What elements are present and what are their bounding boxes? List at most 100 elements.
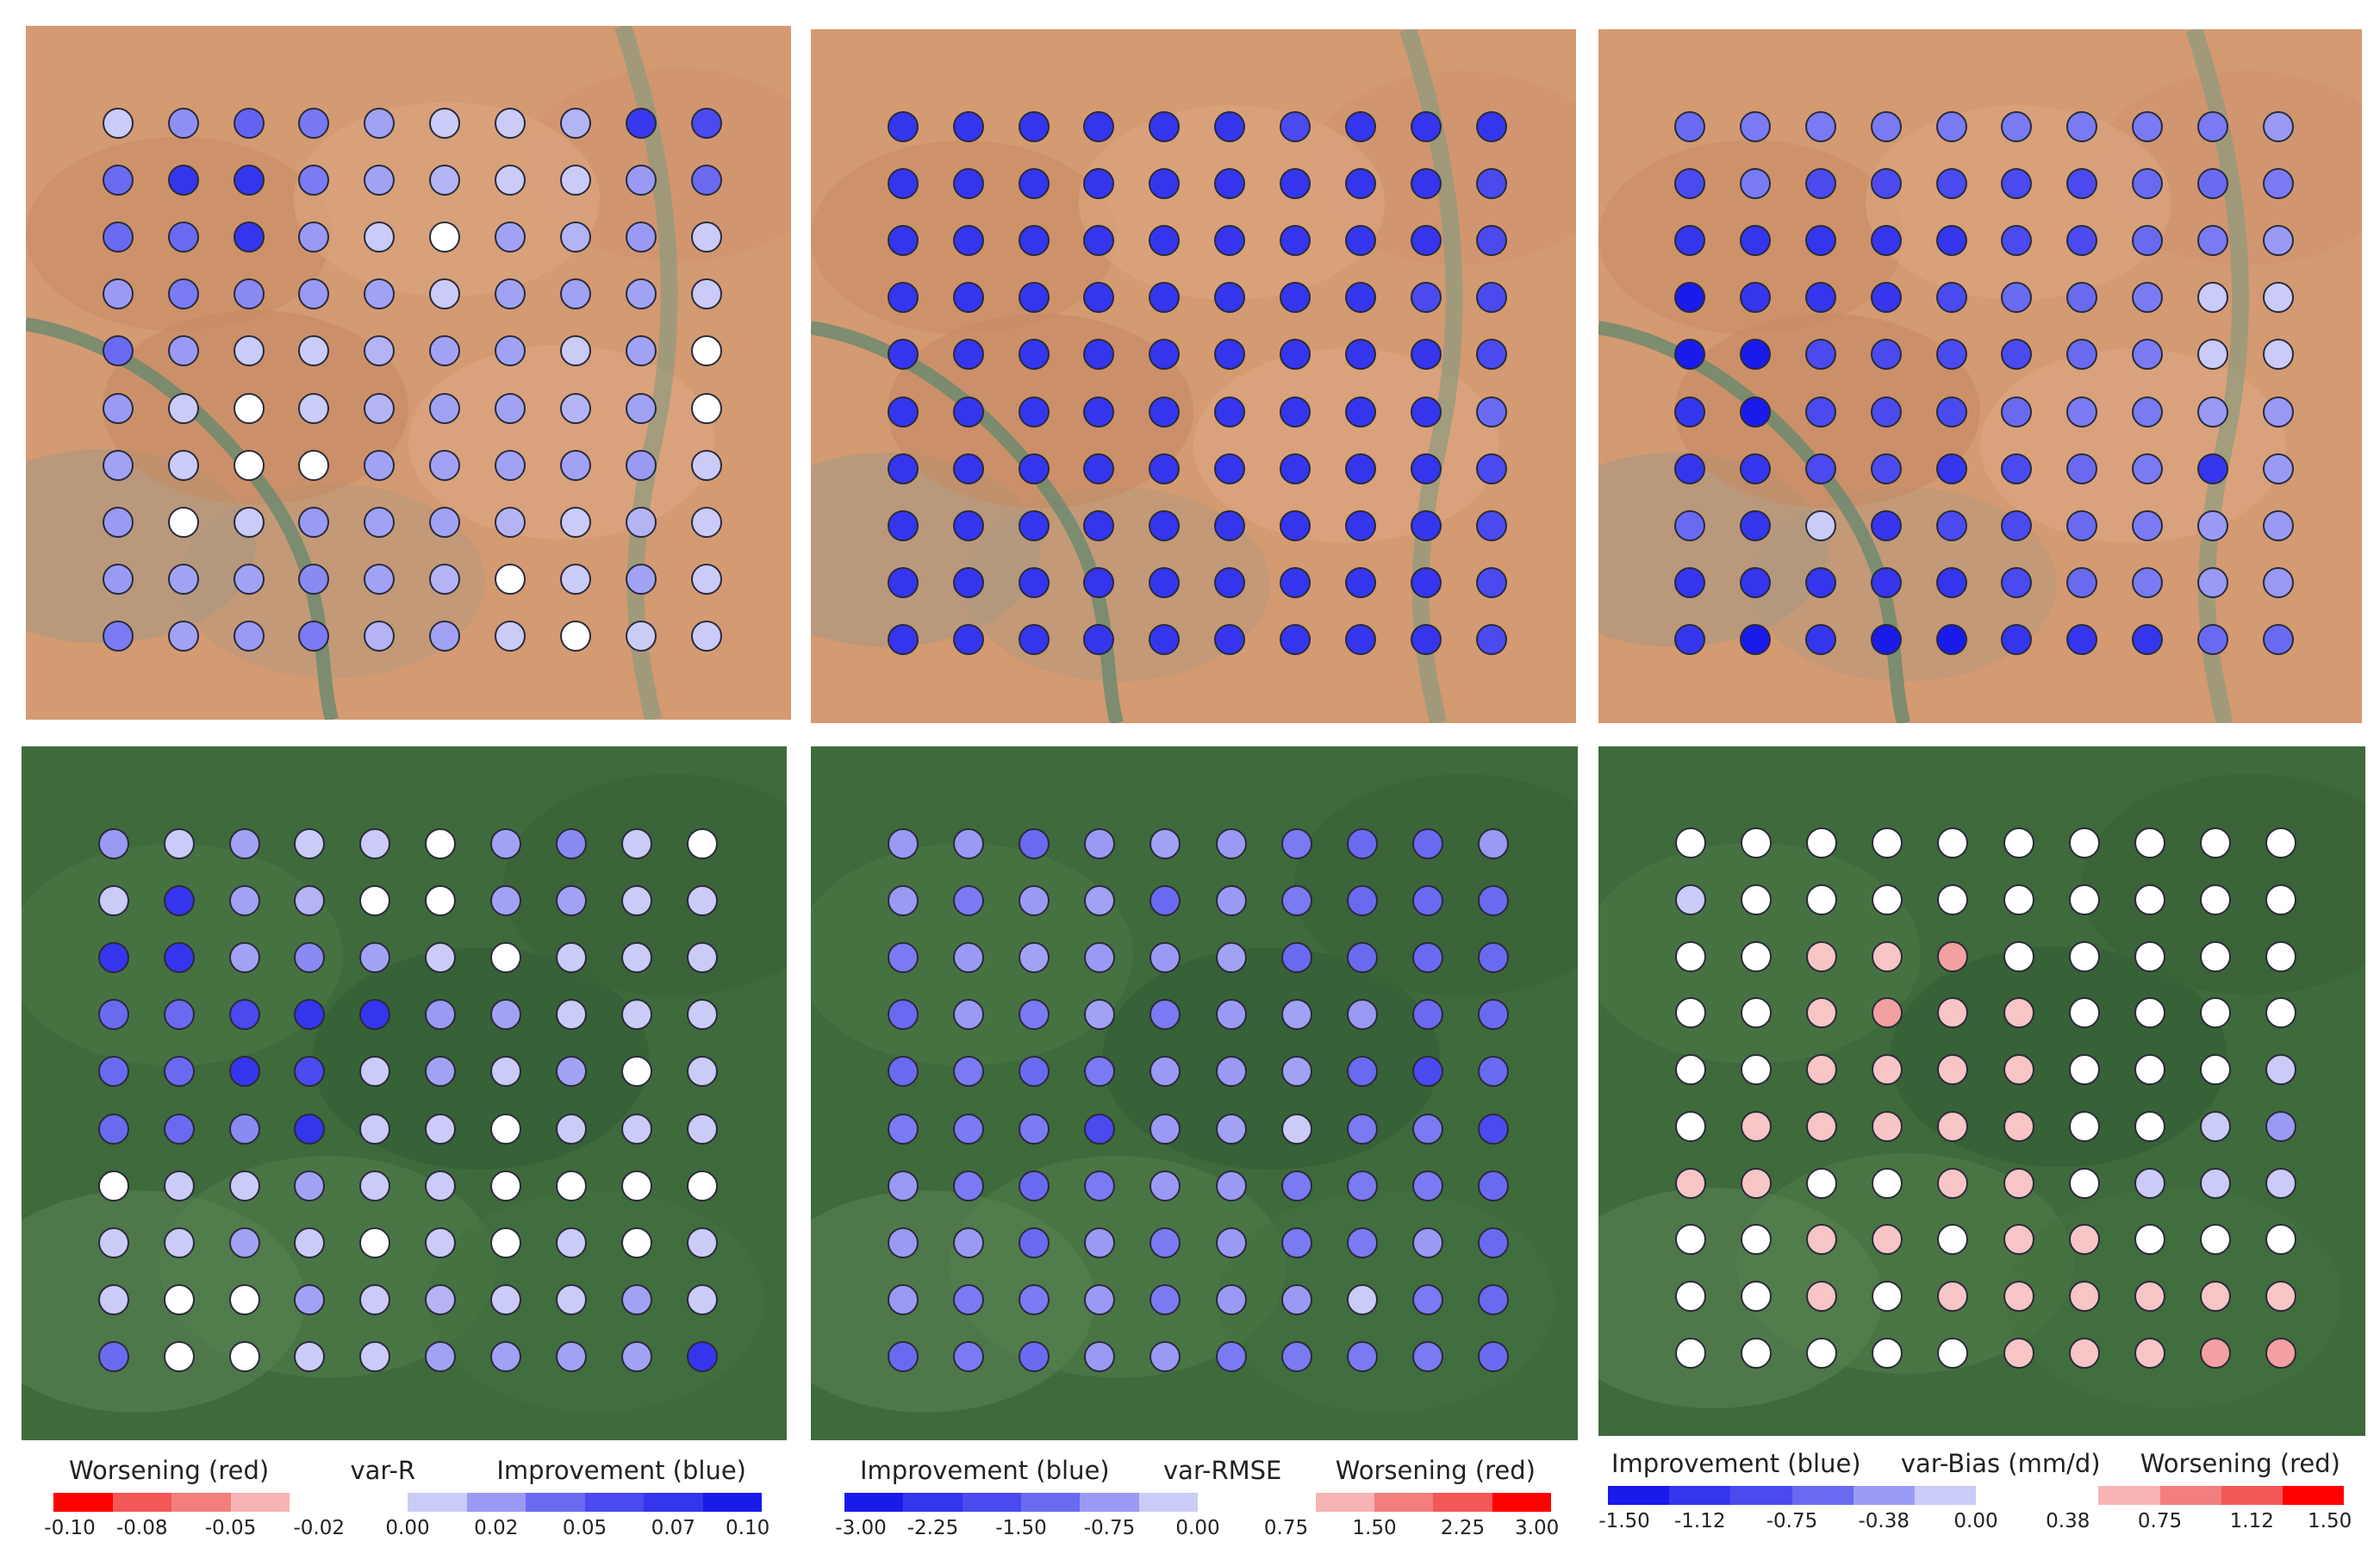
station-dot <box>556 884 588 916</box>
colorbar-tick-label: 0.05 <box>562 1517 607 1539</box>
station-dot <box>1346 1113 1378 1145</box>
station-dot <box>97 827 129 859</box>
station-dot <box>2199 1167 2231 1199</box>
station-dot <box>887 1341 919 1373</box>
station-dot <box>1345 624 1377 656</box>
station-dot <box>2134 1224 2165 1256</box>
station-dot <box>1478 1284 1510 1316</box>
station-dot <box>298 564 330 596</box>
station-dot <box>1018 396 1050 428</box>
station-dot <box>233 449 265 481</box>
station-dot <box>1018 225 1050 257</box>
colorbar-segment <box>1197 1493 1257 1512</box>
station-dot <box>1935 282 1967 314</box>
station-dot <box>364 392 396 424</box>
station-dot <box>1280 1113 1312 1145</box>
station-dot <box>1674 452 1706 484</box>
station-dot <box>1935 452 1967 484</box>
station-dot <box>1346 1341 1378 1373</box>
station-dot <box>1740 1281 1772 1313</box>
station-dot <box>429 621 461 652</box>
station-dot <box>1018 567 1050 599</box>
station-dot <box>2134 1281 2165 1313</box>
station-dot <box>887 282 919 314</box>
colorbar-segment <box>408 1493 467 1512</box>
station-dot <box>1674 225 1706 257</box>
station-dot <box>1674 396 1706 428</box>
station-dot <box>1149 452 1181 484</box>
station-dot <box>1411 110 1442 142</box>
station-dot <box>1215 827 1247 859</box>
station-dot <box>1280 567 1311 599</box>
station-dot <box>2001 225 2033 257</box>
station-dot <box>2262 567 2294 599</box>
station-dot <box>952 225 984 257</box>
station-dot <box>887 827 919 859</box>
colorbar-segment <box>2037 1486 2099 1505</box>
station-dot <box>1411 396 1442 428</box>
station-dot <box>1280 827 1312 859</box>
station-dot <box>1804 396 1836 428</box>
colorbar-variable-label: var-RMSE <box>1163 1456 1282 1485</box>
station-dot <box>425 884 457 916</box>
station-dot <box>429 564 461 596</box>
station-dot <box>887 225 919 257</box>
station-dot <box>1937 997 1969 1029</box>
station-dot <box>556 1056 588 1088</box>
station-dot <box>97 1227 129 1259</box>
colorbar-segment <box>1853 1486 1915 1505</box>
station-dot <box>1740 1167 1772 1199</box>
colorbar-segment <box>1433 1493 1492 1512</box>
station-dot <box>1806 1054 1838 1086</box>
station-dot <box>1345 282 1377 314</box>
station-dot <box>1150 1056 1181 1088</box>
station-dot <box>294 1227 326 1259</box>
colorbar-segment <box>1669 1486 1731 1505</box>
station-dot <box>1346 884 1378 916</box>
station-dot <box>1215 884 1247 916</box>
station-dot <box>490 1056 522 1088</box>
station-dot <box>495 222 526 253</box>
station-dot <box>1740 940 1772 972</box>
station-dot <box>556 827 588 859</box>
station-dot <box>887 884 919 916</box>
station-dot <box>102 222 134 253</box>
station-dot <box>1411 884 1443 916</box>
station-dot <box>687 1170 719 1201</box>
station-dot <box>1870 396 1902 428</box>
station-dot <box>1411 452 1442 484</box>
station-dot <box>97 999 129 1031</box>
station-dot <box>1870 225 1902 257</box>
colorbar-segment <box>112 1493 171 1512</box>
station-dot <box>1215 1056 1247 1088</box>
station-dot <box>691 392 723 424</box>
colorbar-tick-label: 0.75 <box>2137 1510 2183 1532</box>
station-dot <box>2196 339 2228 371</box>
station-dot <box>560 335 592 367</box>
station-dot <box>1806 940 1838 972</box>
station-dot <box>1084 1227 1116 1259</box>
station-dot <box>952 396 984 428</box>
station-dot <box>1019 999 1050 1031</box>
station-dot <box>1478 884 1510 916</box>
station-dot <box>1018 510 1050 542</box>
station-dot <box>1280 1341 1312 1373</box>
colorbar-tick-label: 1.50 <box>1352 1517 1397 1539</box>
station-dot <box>1476 452 1508 484</box>
station-dot <box>1872 883 1903 915</box>
station-dot <box>1740 1338 1772 1369</box>
station-dot <box>163 1284 195 1316</box>
station-dot <box>1935 339 1967 371</box>
station-dot <box>490 1284 522 1316</box>
station-dot <box>1937 883 1969 915</box>
station-dot <box>228 1227 260 1259</box>
station-dot <box>1937 1224 1969 1256</box>
station-dot <box>2001 396 2033 428</box>
station-dot <box>102 564 134 596</box>
dot-grid <box>22 746 787 1440</box>
station-dot <box>687 999 719 1031</box>
station-dot <box>1937 1338 1969 1369</box>
colorbar-segment <box>1914 1486 1977 1505</box>
station-dot <box>1083 225 1115 257</box>
station-dot <box>364 564 396 596</box>
